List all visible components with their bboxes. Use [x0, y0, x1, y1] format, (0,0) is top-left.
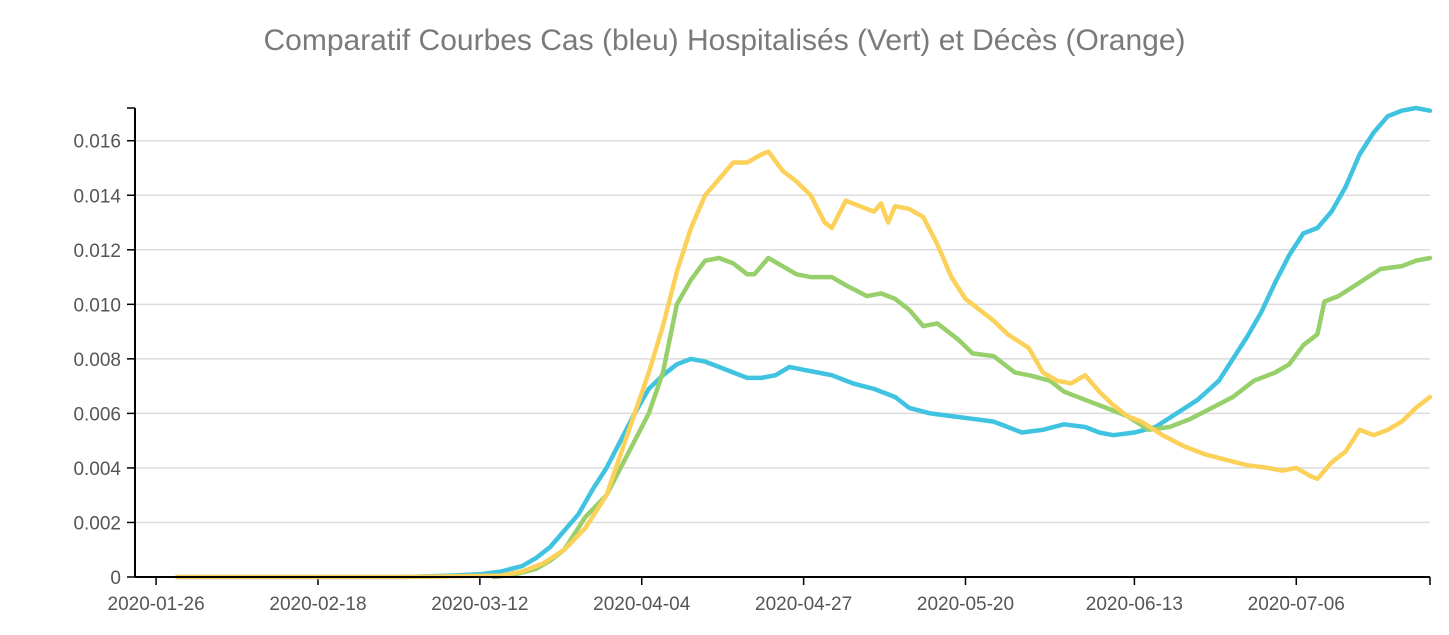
y-tick-label: 0.010: [73, 295, 121, 316]
x-tick-label: 2020-06-13: [1086, 594, 1183, 615]
series-line-0: [174, 105, 1433, 580]
y-tick-label: 0.012: [73, 241, 121, 262]
chart-title: Comparatif Courbes Cas (bleu) Hospitalis…: [263, 24, 1186, 57]
x-tick-label: 2020-02-18: [269, 594, 366, 615]
y-tick-label: 0.004: [73, 459, 121, 480]
y-tick-label: 0.008: [73, 350, 121, 371]
y-tick-label: 0.016: [73, 132, 121, 153]
series-line-2: [174, 149, 1433, 580]
series-line-1: [491, 255, 1433, 580]
x-tick-label: 2020-05-20: [917, 594, 1014, 615]
y-tick-label: 0.014: [73, 186, 121, 207]
x-tick-label: 2020-04-04: [593, 594, 691, 615]
y-tick-label: 0.006: [73, 404, 121, 425]
x-tick-label: 2020-04-27: [755, 594, 852, 615]
x-tick-label: 2020-01-26: [108, 594, 205, 615]
y-tick-label: 0.002: [73, 513, 121, 534]
x-tick-label: 2020-07-06: [1248, 594, 1345, 615]
x-tick-label: 2020-03-12: [431, 594, 528, 615]
y-tick-label: 0: [110, 568, 121, 589]
